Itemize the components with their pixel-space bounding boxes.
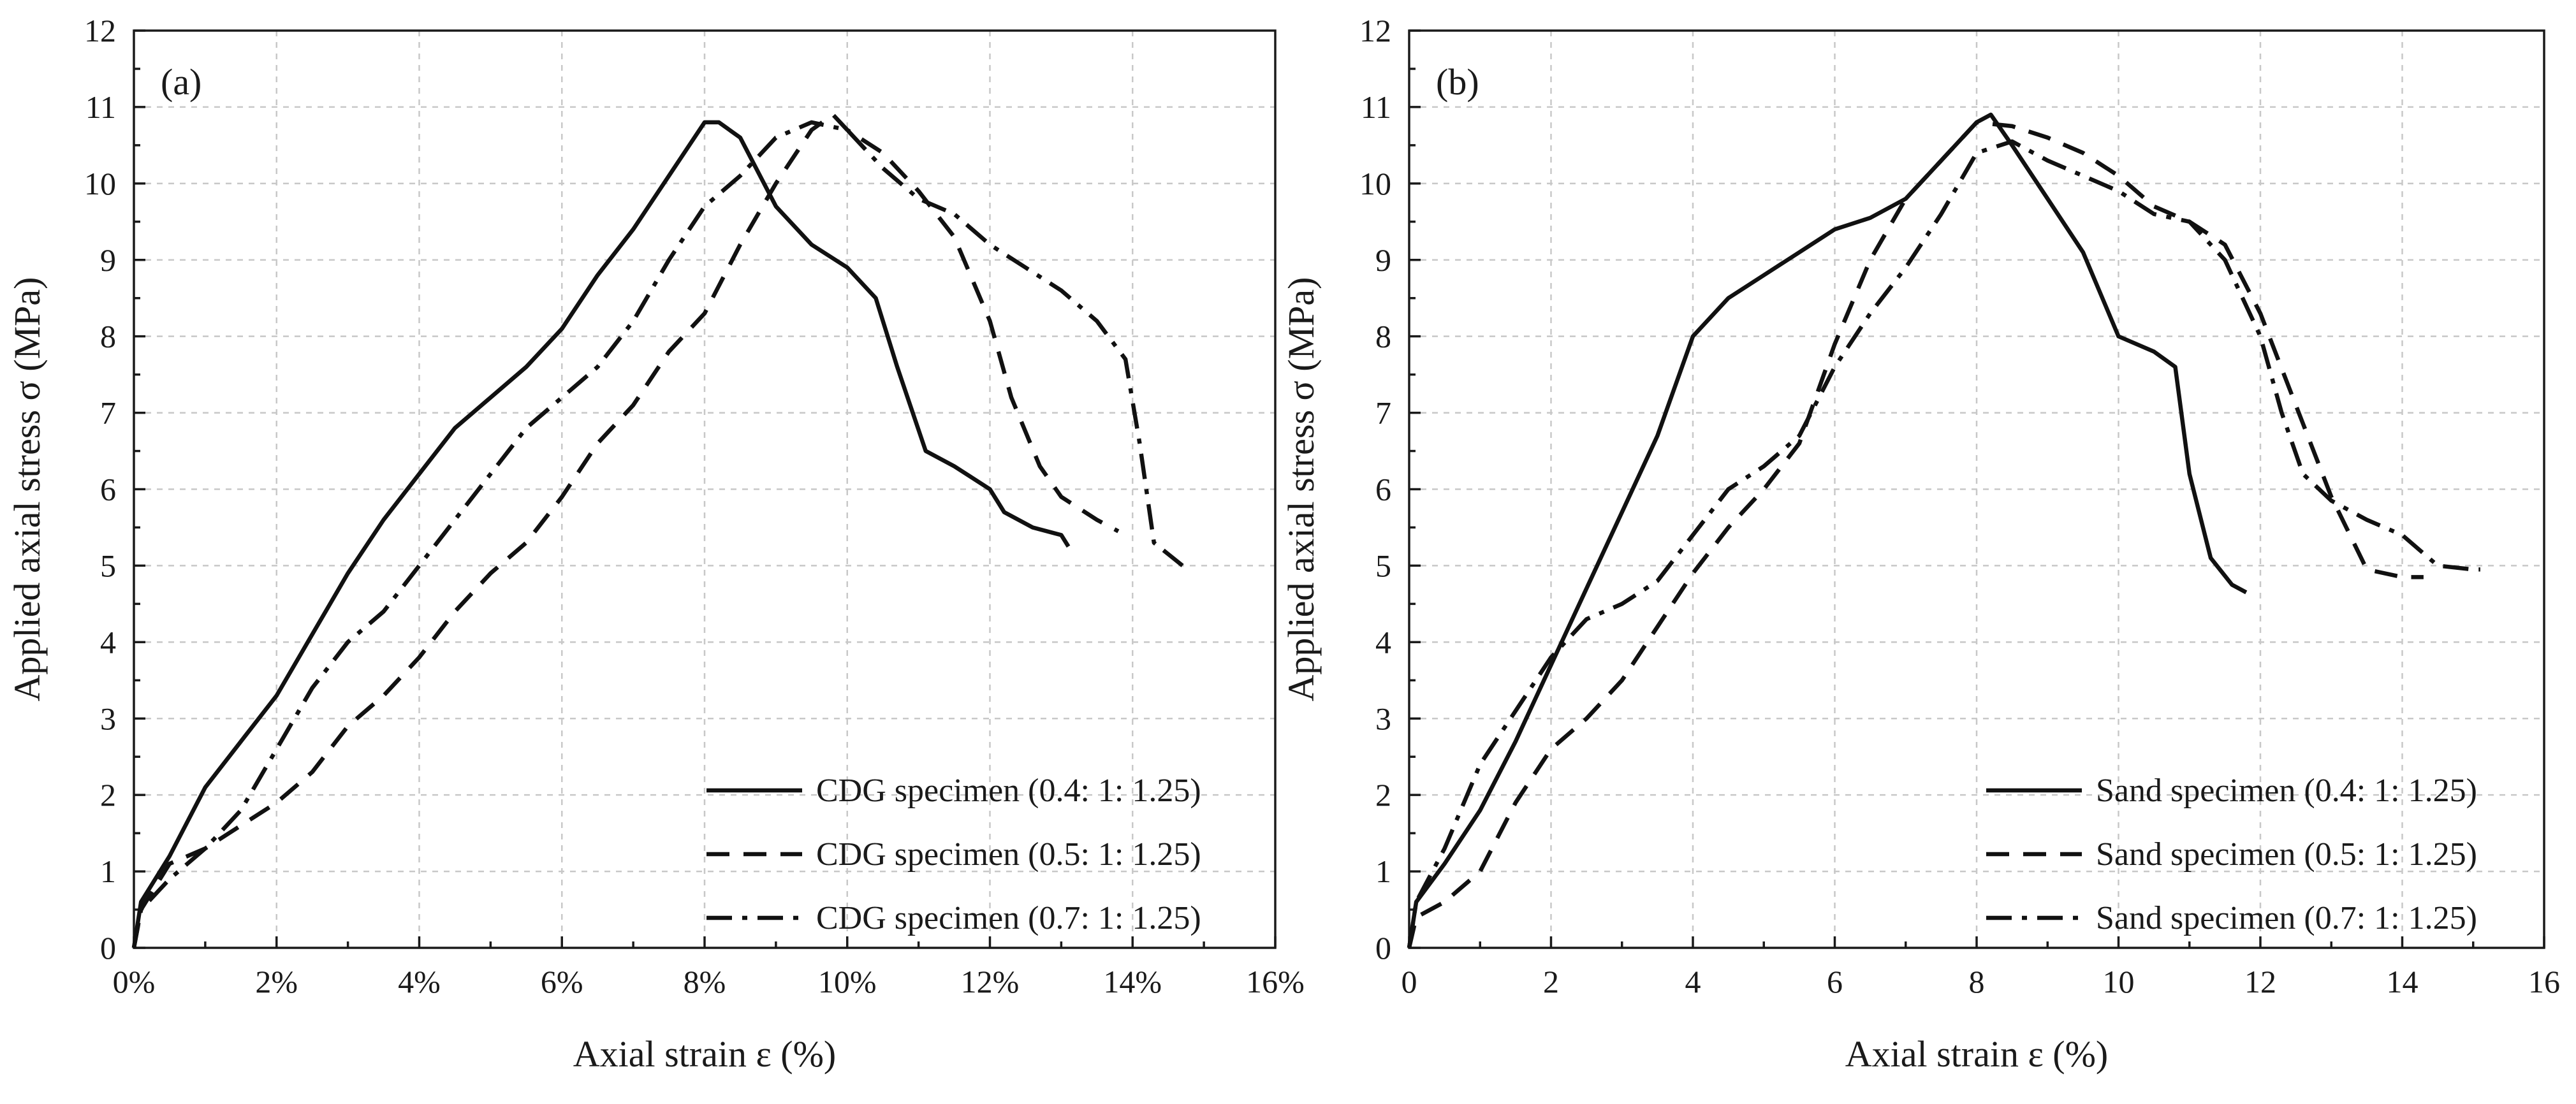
y-tick-label: 10 <box>84 166 116 201</box>
series-line-dash-dot <box>1407 139 2480 948</box>
legend-label: CDG specimen (0.5: 1: 1.25) <box>816 836 1201 873</box>
series-line-dashed <box>131 112 1120 948</box>
y-tick-label: 6 <box>1375 472 1391 507</box>
y-tick-label: 2 <box>1375 777 1391 813</box>
legend-label: Sand specimen (0.5: 1: 1.25) <box>2096 836 2477 873</box>
y-tick-label: 2 <box>100 777 116 813</box>
panel-label: (b) <box>1436 61 1479 103</box>
y-tick-label: 7 <box>100 395 116 431</box>
y-tick-label: 3 <box>1375 701 1391 736</box>
legend-label: Sand specimen (0.7: 1: 1.25) <box>2096 900 2477 936</box>
x-tick-label: 16% <box>1246 964 1305 999</box>
x-tick-label: 16 <box>2528 964 2560 999</box>
plot-frame <box>133 29 1277 949</box>
y-tick-label: 12 <box>1359 13 1391 48</box>
x-tick-label: 4% <box>398 964 441 999</box>
y-tick-label: 5 <box>1375 548 1391 583</box>
legend-label: Sand specimen (0.4: 1: 1.25) <box>2096 773 2477 809</box>
x-tick-label: 0% <box>113 964 156 999</box>
series-line-solid <box>1407 112 2248 948</box>
x-axis-title: Axial strain ε (%) <box>573 1033 837 1075</box>
y-tick-label: 11 <box>1361 89 1391 125</box>
y-tick-label: 11 <box>85 89 116 125</box>
y-tick-label: 6 <box>100 472 116 507</box>
y-tick-label: 8 <box>1375 319 1391 354</box>
y-tick-label: 4 <box>100 624 116 660</box>
legend-label: CDG specimen (0.4: 1: 1.25) <box>816 773 1201 809</box>
y-tick-label: 0 <box>100 930 116 966</box>
x-tick-label: 10 <box>2103 964 2135 999</box>
series-line-dashed <box>1407 120 2424 948</box>
legend-label: CDG specimen (0.7: 1: 1.25) <box>816 900 1201 936</box>
y-tick-label: 9 <box>1375 242 1391 278</box>
x-tick-label: 12% <box>961 964 1020 999</box>
panel-a: 0% 2% 4% 6% 8% 10% 12% 14% 16%0123456789101112Ax… <box>6 13 1305 1075</box>
y-tick-label: 7 <box>1375 395 1391 431</box>
x-tick-label: 4 <box>1685 964 1701 999</box>
x-tick-label: 2 <box>1543 964 1559 999</box>
y-tick-label: 5 <box>100 548 116 583</box>
x-tick-label: 8 <box>1969 964 1985 999</box>
x-tick-label: 0 <box>1401 964 1417 999</box>
y-tick-label: 0 <box>1375 930 1391 966</box>
y-tick-label: 1 <box>1375 853 1391 889</box>
series-line-solid <box>131 120 1071 948</box>
y-tick-label: 3 <box>100 701 116 736</box>
x-axis-title: Axial strain ε (%) <box>1845 1033 2109 1075</box>
y-tick-label: 4 <box>1375 624 1391 660</box>
x-tick-label: 14 <box>2387 964 2419 999</box>
x-tick-label: 2% <box>255 964 298 999</box>
y-axis-title: Applied axial stress σ (MPa) <box>1280 277 1322 702</box>
x-tick-label: 14% <box>1103 964 1162 999</box>
x-tick-label: 6 <box>1827 964 1843 999</box>
x-tick-label: 8% <box>684 964 726 999</box>
y-tick-label: 9 <box>100 242 116 278</box>
y-tick-label: 1 <box>100 853 116 889</box>
y-tick-label: 10 <box>1359 166 1391 201</box>
y-tick-label: 8 <box>100 319 116 354</box>
y-axis-title: Applied axial stress σ (MPa) <box>6 277 48 702</box>
x-tick-label: 6% <box>541 964 583 999</box>
series-line-dash-dot <box>131 120 1184 948</box>
y-tick-label: 12 <box>84 13 116 48</box>
x-tick-label: 12 <box>2244 964 2276 999</box>
x-tick-label: 10% <box>818 964 877 999</box>
panel-label: (a) <box>161 61 201 103</box>
